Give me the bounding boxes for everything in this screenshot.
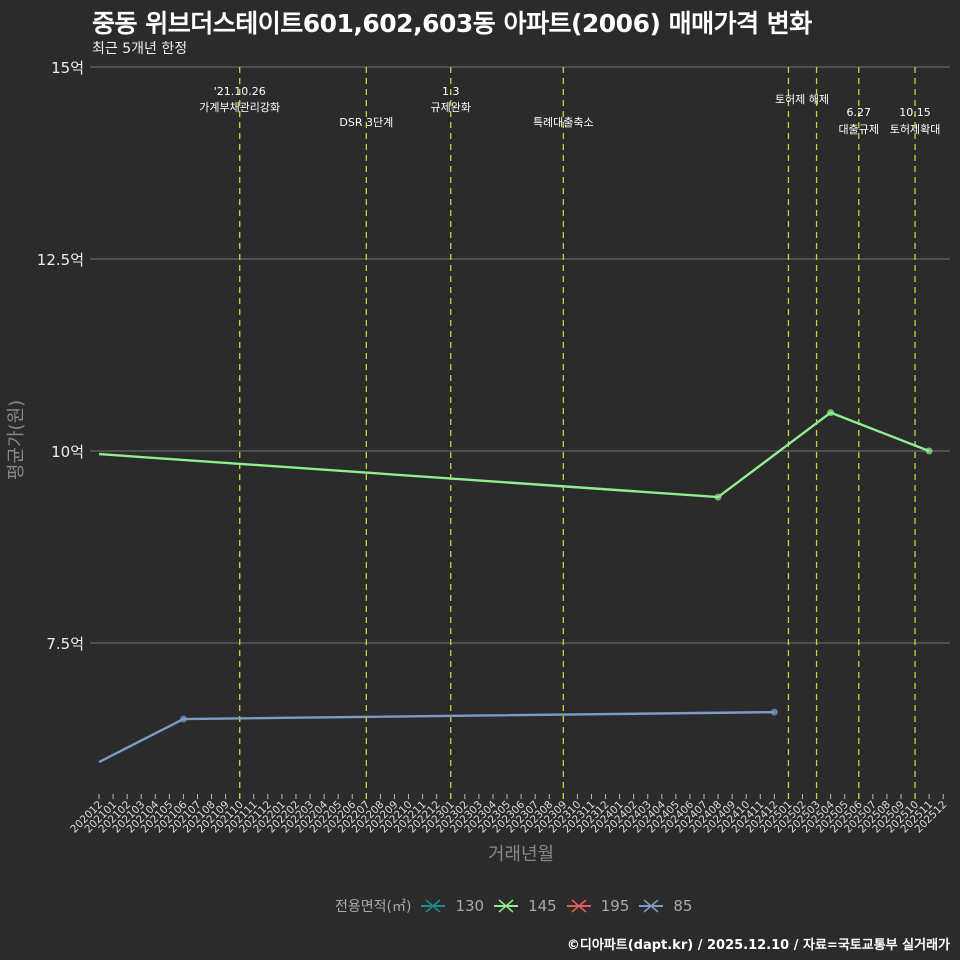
legend-title: 전용면적(㎡) <box>335 899 412 915</box>
event-annotation: 대출규제 <box>839 123 879 136</box>
series-85-line <box>98 710 775 764</box>
series-145-line <box>98 411 930 499</box>
event-annotation: 토허제 해제 <box>775 92 829 106</box>
y-tick-label: 7.5억 <box>46 635 84 653</box>
legend-item: 195 <box>566 896 630 916</box>
event-annotation: 1.3 <box>442 85 460 98</box>
event-annotation: 토허제확대 <box>890 123 941 136</box>
data-point <box>714 493 722 501</box>
legend-label: 195 <box>600 897 630 915</box>
legend-key-icon <box>566 899 591 913</box>
legend-item: 145 <box>494 896 557 916</box>
data-point <box>827 409 835 417</box>
data-point <box>179 715 187 723</box>
legend-label: 85 <box>673 897 693 915</box>
legend-key-icon <box>494 899 519 913</box>
legend-key-icon <box>639 899 664 913</box>
y-tick-label: 15억 <box>51 59 84 77</box>
legend: 전용면적(㎡) 130 145 195 85 <box>335 896 702 916</box>
y-tick-label: 10억 <box>51 443 84 461</box>
chart-title: 중동 위브더스테이트601,602,603동 아파트(2006) 매매가격 변화 <box>92 9 812 38</box>
legend-label: 145 <box>528 897 557 915</box>
event-annotation: 가계부채관리강화 <box>199 101 280 114</box>
event-annotation: '21.10.26 <box>214 85 266 98</box>
data-point <box>770 708 778 716</box>
chart-subtitle: 최근 5개년 한정 <box>92 41 188 57</box>
legend-key-icon <box>421 899 446 913</box>
event-annotation: DSR 3단계 <box>339 116 393 129</box>
data-point <box>925 447 933 455</box>
y-tick-label: 12.5억 <box>37 251 84 269</box>
x-axis-title: 거래년월 <box>488 844 554 865</box>
legend-item: 130 <box>421 896 484 916</box>
source-footer: ©디아파트(dapt.kr) / 2025.12.10 / 자료=국토교통부 실… <box>566 938 950 953</box>
y-axis-title: 평균가(원) <box>6 400 27 480</box>
event-annotation: 특례대출축소 <box>533 116 594 129</box>
legend-label: 130 <box>455 897 485 915</box>
event-annotation: 10.15 <box>899 106 931 119</box>
legend-item: 85 <box>639 896 692 916</box>
event-annotation: 규제완화 <box>431 101 471 114</box>
event-annotation: 6.27 <box>847 106 872 119</box>
